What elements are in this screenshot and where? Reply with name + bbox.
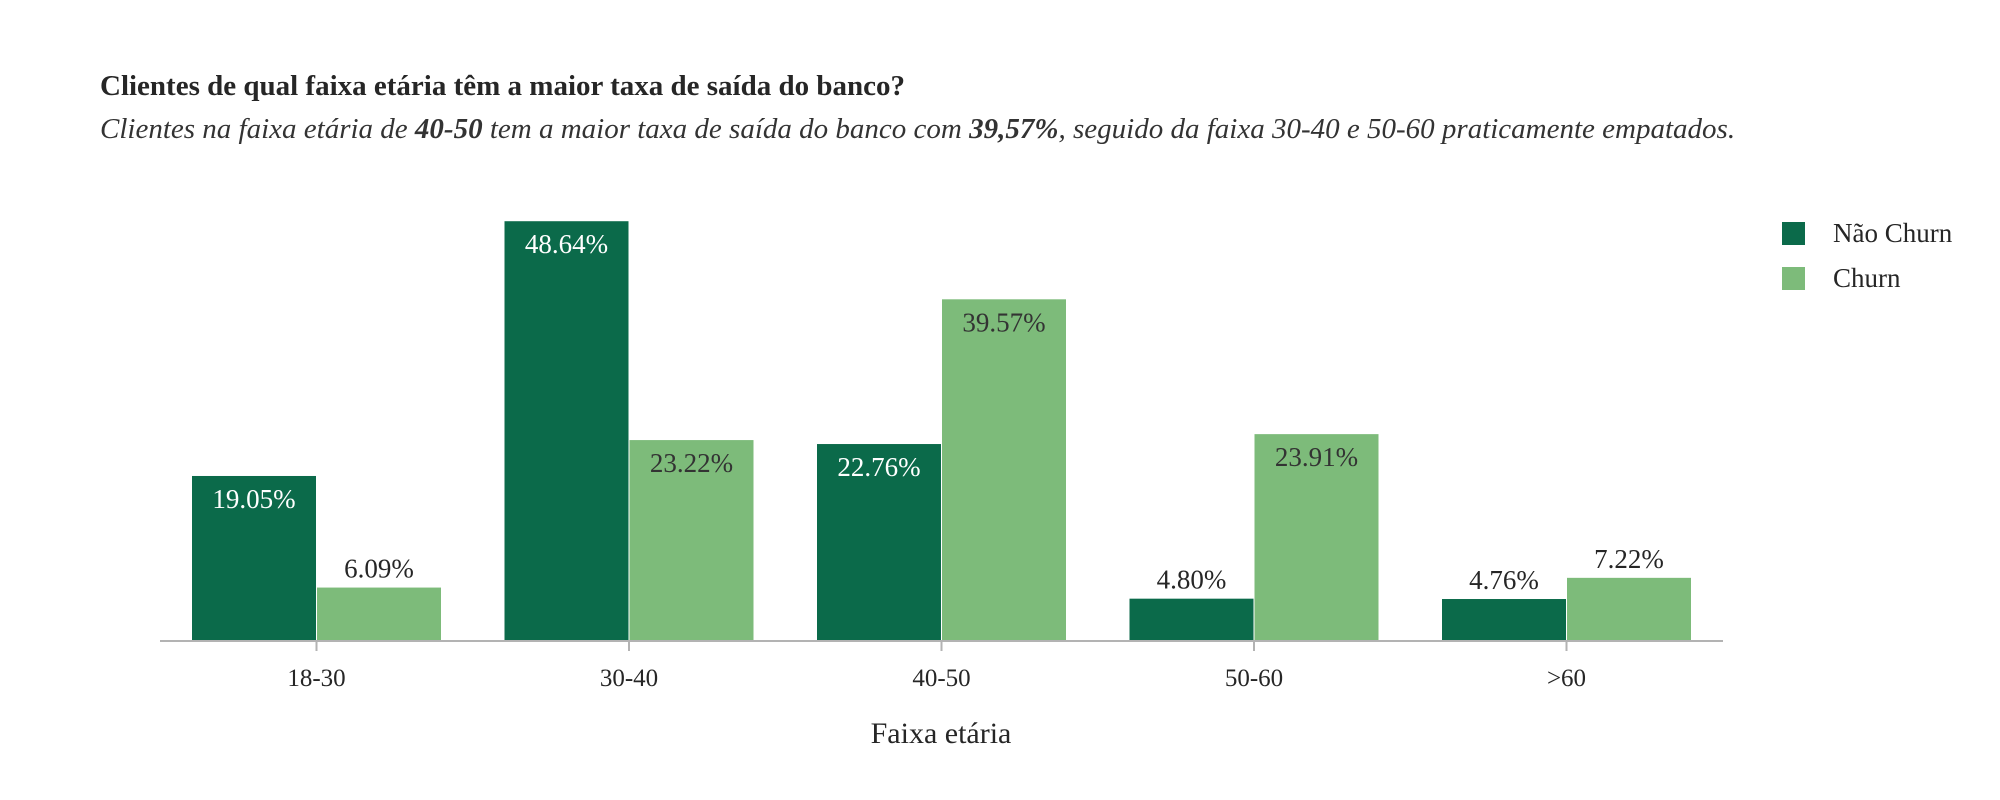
- bar-value-label: 6.09%: [344, 554, 414, 584]
- x-ticks: 18-30 30-40 40-50 50-60 >60: [287, 641, 1586, 692]
- bar-value-label: 7.22%: [1594, 544, 1664, 574]
- bar-value-label: 48.64%: [525, 229, 608, 259]
- bar-churn-40-50: [942, 299, 1066, 640]
- chart-title: Clientes de qual faixa etária têm a maio…: [100, 70, 905, 102]
- bar-nao-churn-40-50: [817, 444, 941, 640]
- bar-value-label: 4.76%: [1469, 565, 1539, 595]
- bar-nao-churn-30-40: [504, 221, 629, 640]
- x-axis: 18-30 30-40 40-50 50-60 >60 Faixa etária: [160, 640, 1723, 750]
- subtitle-part: tem a maior taxa de saída do banco com: [482, 113, 970, 145]
- bar-value-label: 39.57%: [962, 307, 1045, 337]
- x-tick-label: 18-30: [287, 665, 345, 692]
- subtitle-highlight-rate: 39,57%: [969, 113, 1059, 145]
- bar-nao-churn-50-60: [1129, 598, 1254, 640]
- x-axis-label: Faixa etária: [871, 717, 1012, 750]
- bar-value-label: 23.91%: [1275, 442, 1358, 472]
- bar-nao-churn-gt60: [1442, 599, 1566, 640]
- bar-churn-50-60: [1254, 434, 1379, 640]
- bar-churn-18-30: [317, 587, 441, 640]
- bar-nao-churn-18-30: [192, 475, 316, 640]
- x-tick-label: 40-50: [912, 665, 970, 692]
- subtitle-part: Clientes na faixa etária de: [100, 113, 415, 145]
- bar-value-label: 4.80%: [1157, 565, 1227, 595]
- bars-layer: 19.05% 6.09% 48.64% 23.22% 22.76% 39.57% 4.80%…: [192, 221, 1691, 640]
- legend-label-churn: Churn: [1833, 263, 1901, 293]
- x-tick-label: 50-60: [1225, 665, 1283, 692]
- bar-churn-gt60: [1567, 577, 1691, 640]
- subtitle-part: , seguido da faixa 30-40 e 50-60 pratica…: [1058, 113, 1736, 145]
- legend-swatch-churn: [1782, 267, 1805, 290]
- bar-churn-30-40: [629, 440, 754, 640]
- x-tick-label: 30-40: [600, 665, 658, 692]
- chart-subtitle: Clientes na faixa etária de 40-50 tem a …: [100, 113, 1735, 146]
- legend-label-nao-churn: Não Churn: [1833, 218, 1953, 248]
- x-tick-label: >60: [1547, 665, 1586, 692]
- bar-value-label: 22.76%: [837, 452, 920, 482]
- subtitle-highlight-age: 40-50: [414, 113, 483, 145]
- bar-value-label: 23.22%: [650, 448, 733, 478]
- legend-swatch-nao-churn: [1782, 222, 1805, 245]
- bar-value-label: 19.05%: [212, 484, 295, 514]
- legend: Não Churn Churn: [1782, 218, 1953, 293]
